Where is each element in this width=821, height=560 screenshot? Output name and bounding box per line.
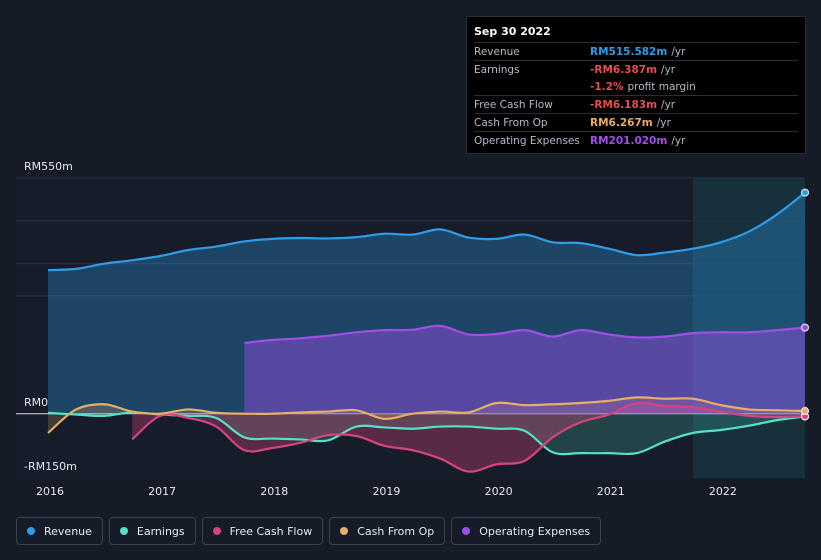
operating-expenses-end-marker (801, 323, 809, 332)
x-tick-label: 2021 (596, 485, 625, 498)
revenue-end-marker (801, 188, 809, 197)
tooltip-row-unit: /yr (671, 45, 686, 58)
tooltip-row-unit: profit margin (627, 80, 696, 93)
x-tick-label: 2017 (148, 485, 177, 498)
revenue-line (47, 191, 806, 272)
operating-expenses-line (244, 324, 806, 345)
legend-dot-icon (462, 527, 471, 535)
tooltip-row: Free Cash Flow -RM6.183m/yr (474, 95, 798, 113)
tooltip-row: Cash From Op RM6.267m/yr (474, 113, 798, 131)
x-tick-label: 2018 (260, 485, 289, 498)
tooltip-row-label: Cash From Op (474, 116, 548, 129)
tooltip-row-unit: /yr (661, 63, 676, 76)
operating-expenses-area (244, 325, 805, 414)
tooltip-row-value: -1.2% (590, 80, 624, 93)
tooltip-row-unit: /yr (671, 134, 686, 147)
tooltip-panel: Sep 30 2022 Revenue RM515.582m/yr Earnings… (466, 16, 806, 154)
legend-item-cash-from-op[interactable]: Cash From Op (329, 517, 446, 545)
y-label-zero: RM0 (24, 396, 49, 409)
revenue-area (48, 192, 805, 414)
forecast-highlight-band (692, 178, 805, 478)
tooltip-row-value: -RM6.183m (590, 98, 658, 111)
tooltip-row: Earnings -RM6.387m/yr (474, 60, 798, 78)
legend-label: Revenue (44, 524, 92, 538)
tooltip-row-value: RM201.020m (590, 134, 668, 147)
tooltip-row-label: Revenue (474, 45, 520, 58)
series-lines (47, 191, 806, 473)
earnings-area (48, 412, 805, 455)
legend-label: Free Cash Flow (229, 524, 313, 538)
series-end-markers (801, 188, 809, 421)
x-tick-label: 2019 (372, 485, 401, 498)
legend-item-revenue[interactable]: Revenue (16, 517, 103, 545)
legend-item-operating-expenses[interactable]: Operating Expenses (451, 517, 602, 545)
cash-from-op-end-marker (801, 407, 809, 416)
tooltip-row-value: RM6.267m (590, 116, 653, 129)
free-cash-flow-area (132, 402, 806, 472)
tooltip-row-unit: /yr (656, 116, 671, 129)
legend-dot-icon (119, 527, 128, 535)
legend: Revenue Earnings Free Cash Flow Cash From O… (16, 517, 602, 545)
cash-from-op-area (48, 397, 805, 433)
tooltip-row-unit: /yr (661, 98, 676, 111)
legend-label: Operating Expenses (479, 524, 591, 538)
tooltip-row: Operating Expenses RM201.020m/yr (474, 131, 798, 149)
legend-label: Earnings (136, 524, 185, 538)
legend-item-earnings[interactable]: Earnings (108, 517, 196, 545)
y-label-top: RM550m (24, 160, 73, 173)
y-label-bottom: -RM150m (24, 460, 77, 473)
free-cash-flow-line (131, 401, 806, 473)
tooltip-row-label: Operating Expenses (474, 134, 580, 147)
cash-from-op-line (47, 396, 806, 434)
tooltip-row-label: Earnings (474, 63, 520, 76)
legend-dot-icon (27, 527, 35, 535)
legend-dot-icon (212, 527, 221, 535)
tooltip-row: -1.2% profit margin (474, 78, 798, 95)
x-tick-label: 2016 (36, 485, 64, 498)
x-tick-label: 2020 (484, 485, 513, 498)
legend-item-free-cash-flow[interactable]: Free Cash Flow (201, 517, 324, 545)
tooltip-row-value: -RM6.387m (590, 63, 658, 76)
tooltip-row-value: RM515.582m (590, 45, 668, 58)
tooltip-row: Revenue RM515.582m/yr (474, 42, 798, 60)
legend-label: Cash From Op (357, 524, 435, 538)
tooltip-date: Sep 30 2022 (474, 25, 551, 38)
tooltip-row-label: Free Cash Flow (474, 98, 553, 111)
legend-dot-icon (340, 527, 349, 535)
series-areas (48, 192, 806, 472)
x-tick-label: 2022 (708, 485, 737, 498)
